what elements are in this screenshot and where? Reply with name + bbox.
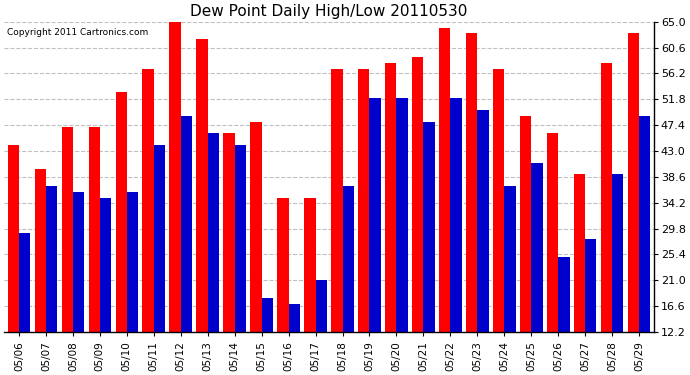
Bar bbox=[197, 39, 208, 332]
Bar bbox=[170, 22, 181, 332]
Bar bbox=[612, 174, 624, 332]
Bar bbox=[585, 239, 596, 332]
Bar bbox=[61, 128, 73, 332]
Bar bbox=[235, 145, 246, 332]
Bar bbox=[154, 145, 165, 332]
Text: Copyright 2011 Cartronics.com: Copyright 2011 Cartronics.com bbox=[8, 28, 148, 37]
Bar bbox=[88, 128, 100, 332]
Bar bbox=[558, 257, 569, 332]
Bar bbox=[477, 110, 489, 332]
Bar bbox=[531, 163, 542, 332]
Bar bbox=[439, 28, 451, 332]
Bar bbox=[288, 304, 300, 332]
Bar bbox=[520, 116, 531, 332]
Bar bbox=[100, 198, 111, 332]
Bar bbox=[639, 116, 651, 332]
Bar bbox=[224, 134, 235, 332]
Bar bbox=[250, 122, 262, 332]
Bar bbox=[424, 122, 435, 332]
Bar bbox=[628, 33, 639, 332]
Bar bbox=[142, 69, 154, 332]
Bar bbox=[34, 169, 46, 332]
Bar bbox=[73, 192, 84, 332]
Bar bbox=[412, 57, 424, 332]
Bar bbox=[304, 198, 315, 332]
Bar bbox=[547, 134, 558, 332]
Bar bbox=[451, 98, 462, 332]
Bar bbox=[115, 92, 127, 332]
Bar bbox=[46, 186, 57, 332]
Bar bbox=[8, 145, 19, 332]
Bar bbox=[208, 134, 219, 332]
Bar bbox=[358, 69, 369, 332]
Bar bbox=[342, 186, 354, 332]
Bar bbox=[397, 98, 408, 332]
Bar bbox=[315, 280, 327, 332]
Bar bbox=[574, 174, 585, 332]
Bar bbox=[277, 198, 288, 332]
Bar bbox=[19, 233, 30, 332]
Bar bbox=[181, 116, 192, 332]
Bar bbox=[504, 186, 515, 332]
Bar bbox=[262, 298, 273, 332]
Bar bbox=[466, 33, 477, 332]
Title: Dew Point Daily High/Low 20110530: Dew Point Daily High/Low 20110530 bbox=[190, 4, 468, 19]
Bar bbox=[601, 63, 612, 332]
Bar bbox=[331, 69, 342, 332]
Bar bbox=[369, 98, 381, 332]
Bar bbox=[385, 63, 397, 332]
Bar bbox=[493, 69, 504, 332]
Bar bbox=[127, 192, 138, 332]
